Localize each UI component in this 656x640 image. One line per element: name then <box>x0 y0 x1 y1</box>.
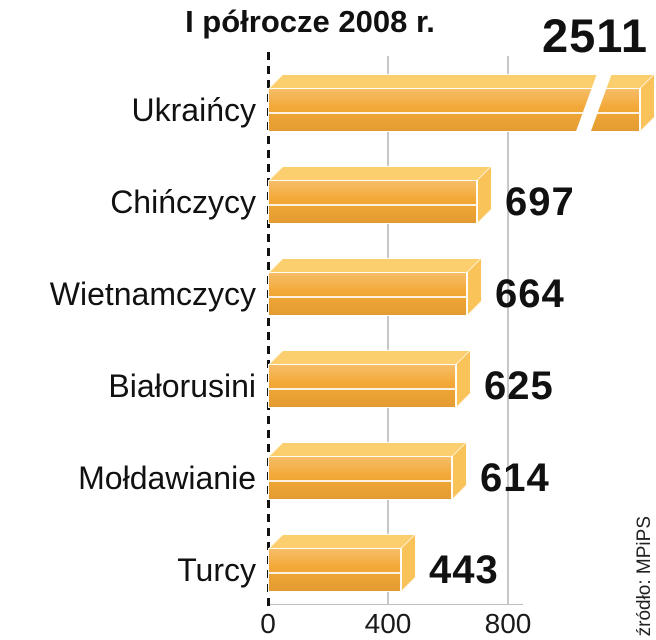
value-label: 614 <box>480 456 550 500</box>
x-axis: 0 400 800 <box>0 608 656 640</box>
bar <box>268 64 655 146</box>
gridline-800 <box>507 56 509 604</box>
category-label: Białorusini <box>108 368 256 404</box>
value-label: 697 <box>505 180 575 224</box>
bar-front-face <box>268 548 401 592</box>
chart-row: Białorusini 625 <box>0 334 656 426</box>
chart-row: Turcy 443 <box>0 518 656 610</box>
zero-baseline <box>267 52 270 608</box>
category-label: Chińczycy <box>110 184 256 220</box>
bar-front-face <box>268 456 452 500</box>
axis-tick-label: 0 <box>260 608 276 639</box>
value-label: 664 <box>495 272 565 316</box>
chart-row: Mołdawianie 614 <box>0 426 656 518</box>
bar <box>268 441 467 500</box>
value-label-overflow: 2511 <box>542 9 648 62</box>
value-label: 443 <box>429 548 499 592</box>
source-label: źródło: MPiPS <box>634 515 655 636</box>
bar-top-face <box>268 442 467 457</box>
chart-row: Chińczycy 697 <box>0 150 656 242</box>
bar-front-face <box>268 180 477 224</box>
bar-front-face <box>268 364 456 408</box>
chart-row: Ukraińcy <box>0 58 656 150</box>
bar <box>268 165 492 224</box>
axis-tick-label: 800 <box>484 608 532 639</box>
axis-tick-label: 400 <box>364 608 412 639</box>
bar-top-face <box>268 166 492 181</box>
bar <box>268 257 482 316</box>
bar <box>268 349 471 408</box>
category-label: Ukraińcy <box>131 92 256 128</box>
bar-top-face <box>268 350 471 365</box>
bar-top-face <box>268 258 482 273</box>
category-label: Turcy <box>177 552 256 588</box>
category-label: Mołdawianie <box>78 460 256 496</box>
bar-front-face <box>268 272 467 316</box>
bar-top-face <box>268 534 416 549</box>
chart-title: I półrocze 2008 r. <box>185 4 435 39</box>
x-axis-line <box>267 604 523 605</box>
gridline-400 <box>387 56 389 604</box>
value-label: 625 <box>484 364 554 408</box>
bar <box>268 533 416 592</box>
category-label: Wietnamczycy <box>49 276 256 312</box>
chart-row: Wietnamczycy 664 <box>0 242 656 334</box>
bars-container: Ukraińcy Chińczycy 697 Wietnamczycy 664 Biało… <box>0 58 656 610</box>
